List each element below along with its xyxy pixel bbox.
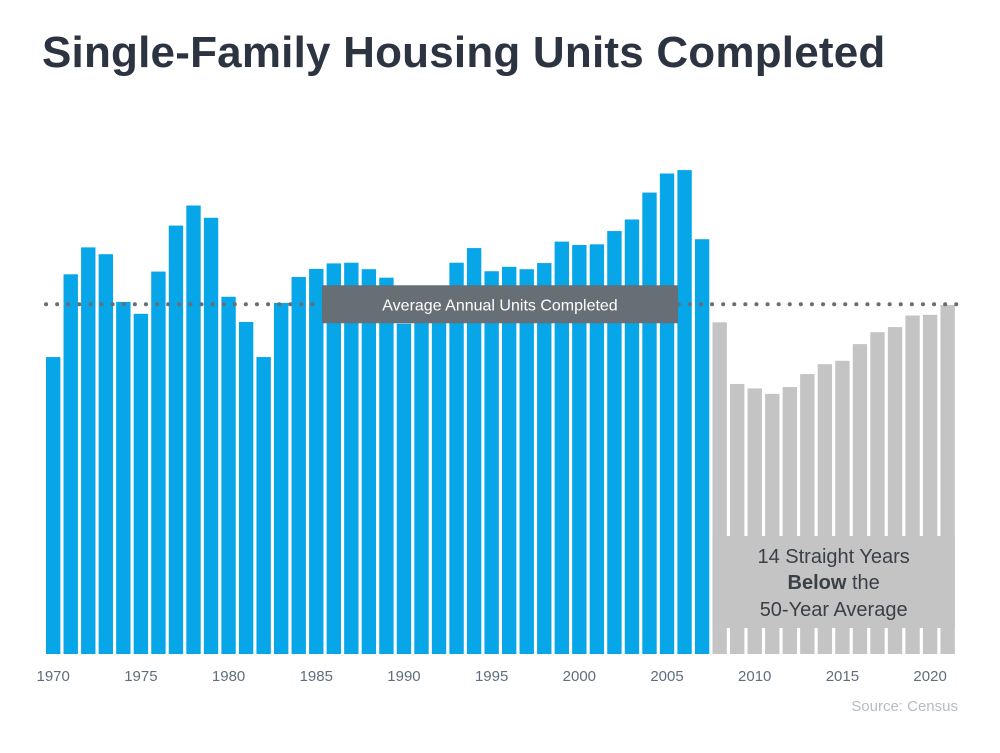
bar-2004 [642,192,657,654]
average-label: Average Annual Units Completed [322,285,678,324]
annotation-line-2: Below the [788,572,880,594]
bar-1988 [361,269,377,654]
annotation-line-3: 50-Year Average [760,599,908,621]
bar-2002 [607,231,622,655]
bar-1981 [238,321,254,654]
bar-1989 [379,277,394,654]
x-axis-ticks: 1970 1975 1980 1985 1990 1995 2000 2005 2010 2015… [37,668,947,685]
bar-1971 [63,274,78,654]
x-tick-label: 2010 [738,668,771,685]
bar-1983 [274,302,289,654]
bar-1984 [291,277,306,654]
bar-1999 [554,241,569,655]
x-tick-label: 2005 [650,668,683,685]
bar-2005 [659,173,675,654]
bar-1973 [98,254,113,654]
bar-1976 [151,271,166,654]
x-tick-label: 1995 [475,668,508,685]
bar-1990 [396,323,412,654]
bar-1992 [431,299,447,654]
bar-1997 [519,269,534,654]
bar-1982 [256,357,271,654]
x-tick-label: 1975 [124,668,157,685]
x-tick-label: 2015 [826,668,859,685]
bar-1979 [203,217,219,654]
bar-1974 [116,301,131,654]
bar-2000 [572,245,587,654]
bar-1994 [466,248,482,654]
bar-1978 [186,205,201,654]
bar-1980 [221,296,236,654]
bar-1993 [449,262,464,654]
bar-1987 [344,262,359,654]
bar-2006 [677,170,692,654]
bar-1996 [502,266,517,654]
bar-2001 [589,244,605,654]
bar-1991 [414,320,429,654]
bar-1985 [309,268,324,654]
page-title: Single-Family Housing Units Completed [42,28,886,77]
bar-2003 [624,219,640,654]
x-tick-label: 2020 [913,668,946,685]
bar-1995 [484,271,499,654]
x-tick-label: 1970 [37,668,70,685]
average-label-text: Average Annual Units Completed [382,297,617,314]
bar-2007 [694,239,710,654]
x-tick-label: 1990 [387,668,420,685]
below-average-annotation: 14 Straight Years Below the 50-Year Aver… [712,536,955,628]
bar-1970 [46,357,61,654]
annotation-line-1: 14 Straight Years [757,546,909,568]
annotation-bold-word: Below [788,572,847,594]
bar-1972 [81,247,96,654]
bar-1977 [168,225,184,654]
source-credit: Source: Census [851,698,958,715]
annotation-line-2-rest: the [846,572,879,594]
bar-1998 [537,263,552,654]
x-tick-label: 2000 [563,668,596,685]
bar-1975 [133,313,149,654]
bar-1986 [326,263,341,654]
average-label-box [322,285,678,324]
x-tick-label: 1985 [300,668,333,685]
annotation-background [712,536,955,628]
x-tick-label: 1980 [212,668,245,685]
